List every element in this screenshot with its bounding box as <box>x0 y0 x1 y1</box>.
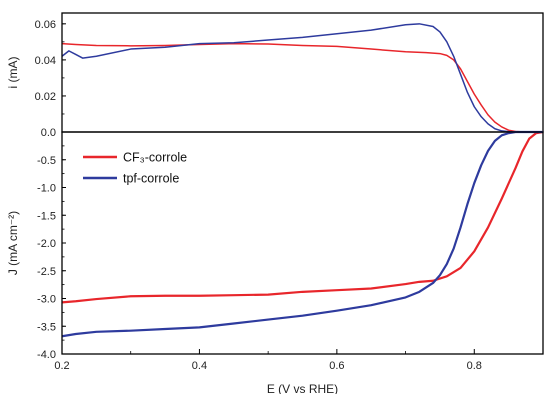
bottom-plot-frame <box>61 131 544 355</box>
y-tick-label: -3.5 <box>37 321 56 333</box>
x-tick-label: 0.8 <box>467 360 482 372</box>
y-tick-label: 0.04 <box>35 55 56 67</box>
bottom-series-line-cf-corrole <box>61 130 544 304</box>
y-tick-label: -2.0 <box>37 238 56 250</box>
y-tick-label: -1.5 <box>37 210 56 222</box>
y-tick-label: -3.0 <box>37 294 56 306</box>
x-tick-label: 0.2 <box>54 360 69 372</box>
y-tick-label: -0.5 <box>37 155 56 167</box>
top-panel: 0.0 0.02 0.04 0.06 i (mA) <box>6 12 544 139</box>
top-y-axis-label: i (mA) <box>6 57 20 89</box>
y-tick-label: -1.0 <box>37 183 56 195</box>
x-tick-label: 0.4 <box>192 360 207 372</box>
legend-label: CF₃-corrole <box>123 151 187 165</box>
bottom-panel: -0.5 -1.0 -1.5 -2.0 -2.5 -3.0 -3.5 -4.00.2 0.4 0.… <box>6 130 544 394</box>
top-plot-frame <box>61 12 544 133</box>
y-tick-label: 0.06 <box>35 19 56 31</box>
top-series-line-0 <box>61 42 543 133</box>
legend: CF₃-corrole tpf-corrole <box>83 151 187 186</box>
legend-label: tpf-corrole <box>123 172 179 186</box>
y-tick-label: -2.5 <box>37 266 56 278</box>
y-tick-label: 0.0 <box>41 127 56 139</box>
x-axis-label: E (V vs RHE) <box>267 382 338 394</box>
bottom-series-line-tpf-corrole <box>61 130 543 338</box>
x-tick-label: 0.6 <box>329 360 344 372</box>
y-tick-label: 0.02 <box>35 91 56 103</box>
y-tick-label: -4.0 <box>37 349 56 361</box>
top-series-line-1 <box>61 23 543 133</box>
bottom-y-axis-label: J (mA cm⁻²) <box>6 211 20 275</box>
